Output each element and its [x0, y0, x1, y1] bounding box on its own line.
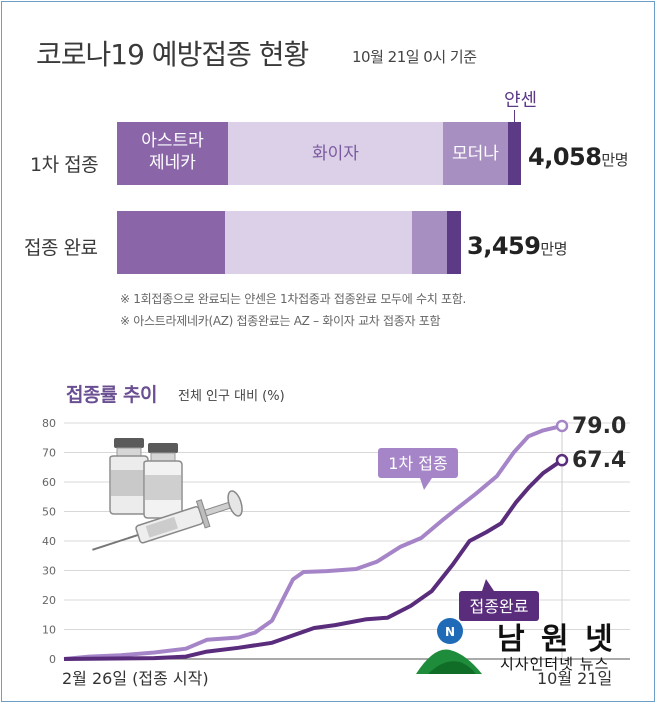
x-label-end: 10월 21일: [537, 669, 612, 688]
bar-segment-moderna-first: 모더나: [443, 122, 508, 185]
bar-segment-pfizer-first: 화이자: [228, 122, 443, 185]
bar-segment-pfizer-complete: [225, 211, 412, 274]
bar-segment-astrazeneca-first: 아스트라 제네카: [117, 122, 228, 185]
x-label-start: 2월 26일 (접종 시작): [62, 669, 209, 688]
watermark-logo: N: [414, 616, 484, 678]
segment-label-moderna: 모더나: [452, 144, 499, 164]
bar-segment-astrazeneca-complete: [117, 211, 225, 274]
total-first-dose-unit: 만명: [601, 151, 629, 169]
bar-segment-janssen-complete: [447, 211, 461, 274]
trend-subtitle: 전체 인구 대비 (%): [178, 389, 285, 404]
trend-title: 접종률 추이: [66, 384, 158, 406]
segment-label-astrazeneca: 아스트라 제네카: [141, 131, 204, 173]
svg-text:N: N: [445, 625, 455, 639]
note-astrazeneca: ※ 아스트라제네카(AZ) 접종완료는 AZ – 화이자 교차 접종자 포함: [120, 314, 441, 328]
y-tick-label: 50: [42, 506, 56, 519]
segment-label-pfizer: 화이자: [312, 144, 359, 164]
callout-first-dose: 1차 접종: [378, 448, 458, 490]
y-tick-label: 80: [42, 417, 56, 430]
row-label-complete: 접종 완료: [24, 237, 98, 259]
y-tick-label: 70: [42, 447, 56, 460]
y-tick-label: 10: [42, 624, 56, 637]
watermark-brand: 남 원 넷: [497, 622, 616, 657]
bar-segment-moderna-complete: [412, 211, 447, 274]
callout-complete: 접종완료: [459, 579, 539, 621]
total-first-dose: 4,058만명: [528, 143, 629, 171]
note-janssen: ※ 1회접종으로 완료되는 얀센은 1차접종과 접종완료 모두에 수치 포함.: [120, 292, 467, 306]
svg-text:1차 접종: 1차 접종: [388, 454, 447, 473]
end-value-complete: 67.4: [572, 448, 626, 473]
total-complete: 3,459만명: [467, 232, 568, 260]
y-tick-label: 60: [42, 476, 56, 489]
end-value-first-dose: 79.0: [572, 414, 626, 439]
y-tick-label: 0: [49, 653, 56, 666]
total-complete-unit: 만명: [540, 240, 568, 258]
vaccine-vial-illustration: [109, 438, 183, 519]
segment-label-janssen: 얀센: [504, 90, 538, 111]
watermark-tagline: 시사인터넷 뉴스: [500, 655, 610, 673]
y-axis-ticks: 0 10 20 30 40 50 60 70 80: [42, 417, 56, 666]
series-line-first-dose: [63, 423, 563, 661]
reference-date: 10월 21일 0시 기준: [352, 48, 477, 66]
row-label-first-dose: 1차 접종: [30, 154, 99, 176]
bar-segment-janssen-first: [508, 122, 521, 185]
janssen-leader-line: [514, 110, 515, 122]
endpoint-marker-first-dose: [555, 419, 569, 433]
y-tick-label: 40: [42, 535, 56, 548]
y-tick-label: 30: [42, 565, 56, 578]
syringe-illustration: [92, 490, 243, 551]
y-tick-label: 20: [42, 594, 56, 607]
page-title: 코로나19 예방접종 현황: [36, 38, 309, 71]
total-first-dose-value: 4,058: [528, 143, 602, 171]
svg-text:접종완료: 접종완료: [470, 597, 529, 616]
series-line-complete: [63, 458, 564, 661]
total-complete-value: 3,459: [467, 232, 541, 260]
endpoint-marker-complete: [555, 453, 569, 467]
